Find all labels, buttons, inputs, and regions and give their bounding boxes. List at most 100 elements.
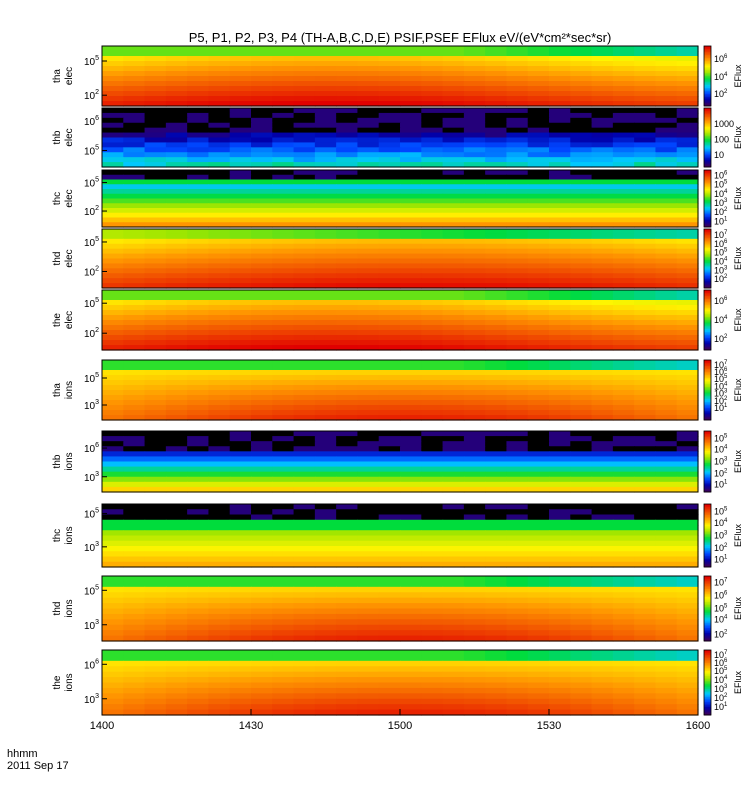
spectrogram-cell <box>187 509 210 516</box>
spectrogram-cell <box>612 101 635 107</box>
spectrogram-cell <box>293 551 316 558</box>
spectrogram-cell <box>442 519 465 526</box>
spectrogram-cell <box>634 283 657 289</box>
spectrogram-cell <box>144 273 167 279</box>
spectrogram-cell <box>549 624 571 631</box>
spectrogram-cell <box>549 162 571 168</box>
spectrogram-cell <box>463 451 486 458</box>
colorbar-segment <box>704 667 711 671</box>
spectrogram-cell <box>506 295 529 301</box>
colorbar-segment <box>704 79 711 81</box>
colorbar-tick-label: 104 <box>714 675 728 685</box>
spectrogram-cell <box>336 481 359 488</box>
spectrogram-cell <box>676 179 699 185</box>
y-tick-label: 102 <box>84 265 99 278</box>
spectrogram-cell <box>165 273 188 279</box>
spectrogram-cell <box>293 56 316 62</box>
spectrogram-cell <box>293 360 316 366</box>
spectrogram-cell <box>314 619 337 626</box>
spectrogram-cell <box>378 556 401 563</box>
spectrogram-cell <box>655 400 678 406</box>
spectrogram-cell <box>208 687 231 694</box>
spectrogram-cell <box>123 290 146 296</box>
spectrogram-cell <box>314 174 337 181</box>
spectrogram-cell <box>485 108 508 114</box>
spectrogram-cell <box>400 170 422 176</box>
spectrogram-cell <box>272 666 295 673</box>
spectrogram-cell <box>165 400 188 406</box>
spectrogram-cell <box>251 112 273 119</box>
spectrogram-cell <box>187 305 210 311</box>
spectrogram-cell <box>144 666 167 673</box>
spectrogram-cell <box>357 619 380 626</box>
spectrogram-cell <box>314 666 337 673</box>
spectrogram-cell <box>144 248 167 255</box>
spectrogram-cell <box>272 551 295 558</box>
colorbar-segment <box>704 171 711 174</box>
spectrogram-cell <box>336 698 359 705</box>
spectrogram-cell <box>612 677 635 684</box>
spectrogram-cell <box>123 46 146 52</box>
spectrogram-cell <box>549 56 571 62</box>
spectrogram-cell <box>102 650 124 657</box>
spectrogram-cell <box>591 340 614 346</box>
spectrogram-cell <box>527 365 550 371</box>
spectrogram-cell <box>272 283 295 289</box>
spectrogram-cell <box>463 147 486 153</box>
spectrogram-cell <box>655 709 678 716</box>
spectrogram-cell <box>123 273 146 279</box>
spectrogram-cell <box>527 283 550 289</box>
spectrogram-cell <box>655 162 678 168</box>
spectrogram-cell <box>400 504 422 510</box>
spectrogram-cell <box>336 108 359 114</box>
spectrogram-cell <box>336 471 359 478</box>
colorbar-segment <box>704 291 711 294</box>
spectrogram-cell <box>591 66 614 72</box>
spectrogram-cell <box>187 174 210 181</box>
spectrogram-cell <box>314 295 337 301</box>
colorbar-segment <box>704 188 711 191</box>
spectrogram-cell <box>336 212 359 219</box>
spectrogram-cell <box>463 142 486 148</box>
spectrogram-cell <box>165 193 188 200</box>
spectrogram-cell <box>655 365 678 371</box>
spectrogram-cell <box>208 248 231 255</box>
spectrogram-cell <box>634 198 657 204</box>
colorbar-segment <box>704 650 711 653</box>
spectrogram-cell <box>314 212 337 219</box>
spectrogram-cell <box>655 486 678 493</box>
spectrogram-cell <box>549 519 571 526</box>
spectrogram-cell <box>378 253 401 260</box>
spectrogram-cell <box>485 704 508 711</box>
spectrogram-cell <box>144 592 167 599</box>
spectrogram-cell <box>676 471 699 478</box>
spectrogram-cell <box>102 174 124 181</box>
colorbar-segment <box>704 397 711 400</box>
spectrogram-cell <box>293 709 316 716</box>
spectrogram-cell <box>442 108 465 114</box>
spectrogram-cell <box>506 268 529 274</box>
spectrogram-cell <box>463 704 486 711</box>
spectrogram-cell <box>463 456 486 463</box>
spectrogram-cell <box>165 238 188 245</box>
colorbar-segment <box>704 165 711 168</box>
spectrogram-cell <box>208 380 231 386</box>
spectrogram-cell <box>655 179 678 185</box>
spectrogram-cell <box>591 385 614 391</box>
spectrogram-cell <box>272 456 295 463</box>
panel-frame <box>101 107 699 168</box>
spectrogram-cell <box>314 390 337 396</box>
spectrogram-cell <box>463 278 486 284</box>
spectrogram-cell <box>187 592 210 599</box>
spectrogram-cell <box>463 112 486 119</box>
colorbar-segment <box>704 555 711 559</box>
panel-species-label: elec <box>64 189 75 207</box>
colorbar-segment <box>704 217 711 219</box>
spectrogram-cell <box>272 51 295 57</box>
spectrogram-cell <box>463 229 486 235</box>
spectrogram-cell <box>336 142 359 148</box>
spectrogram-cell <box>506 142 529 148</box>
spectrogram-cell <box>676 132 699 139</box>
spectrogram-cell <box>314 108 337 114</box>
spectrogram-cell <box>400 603 422 610</box>
